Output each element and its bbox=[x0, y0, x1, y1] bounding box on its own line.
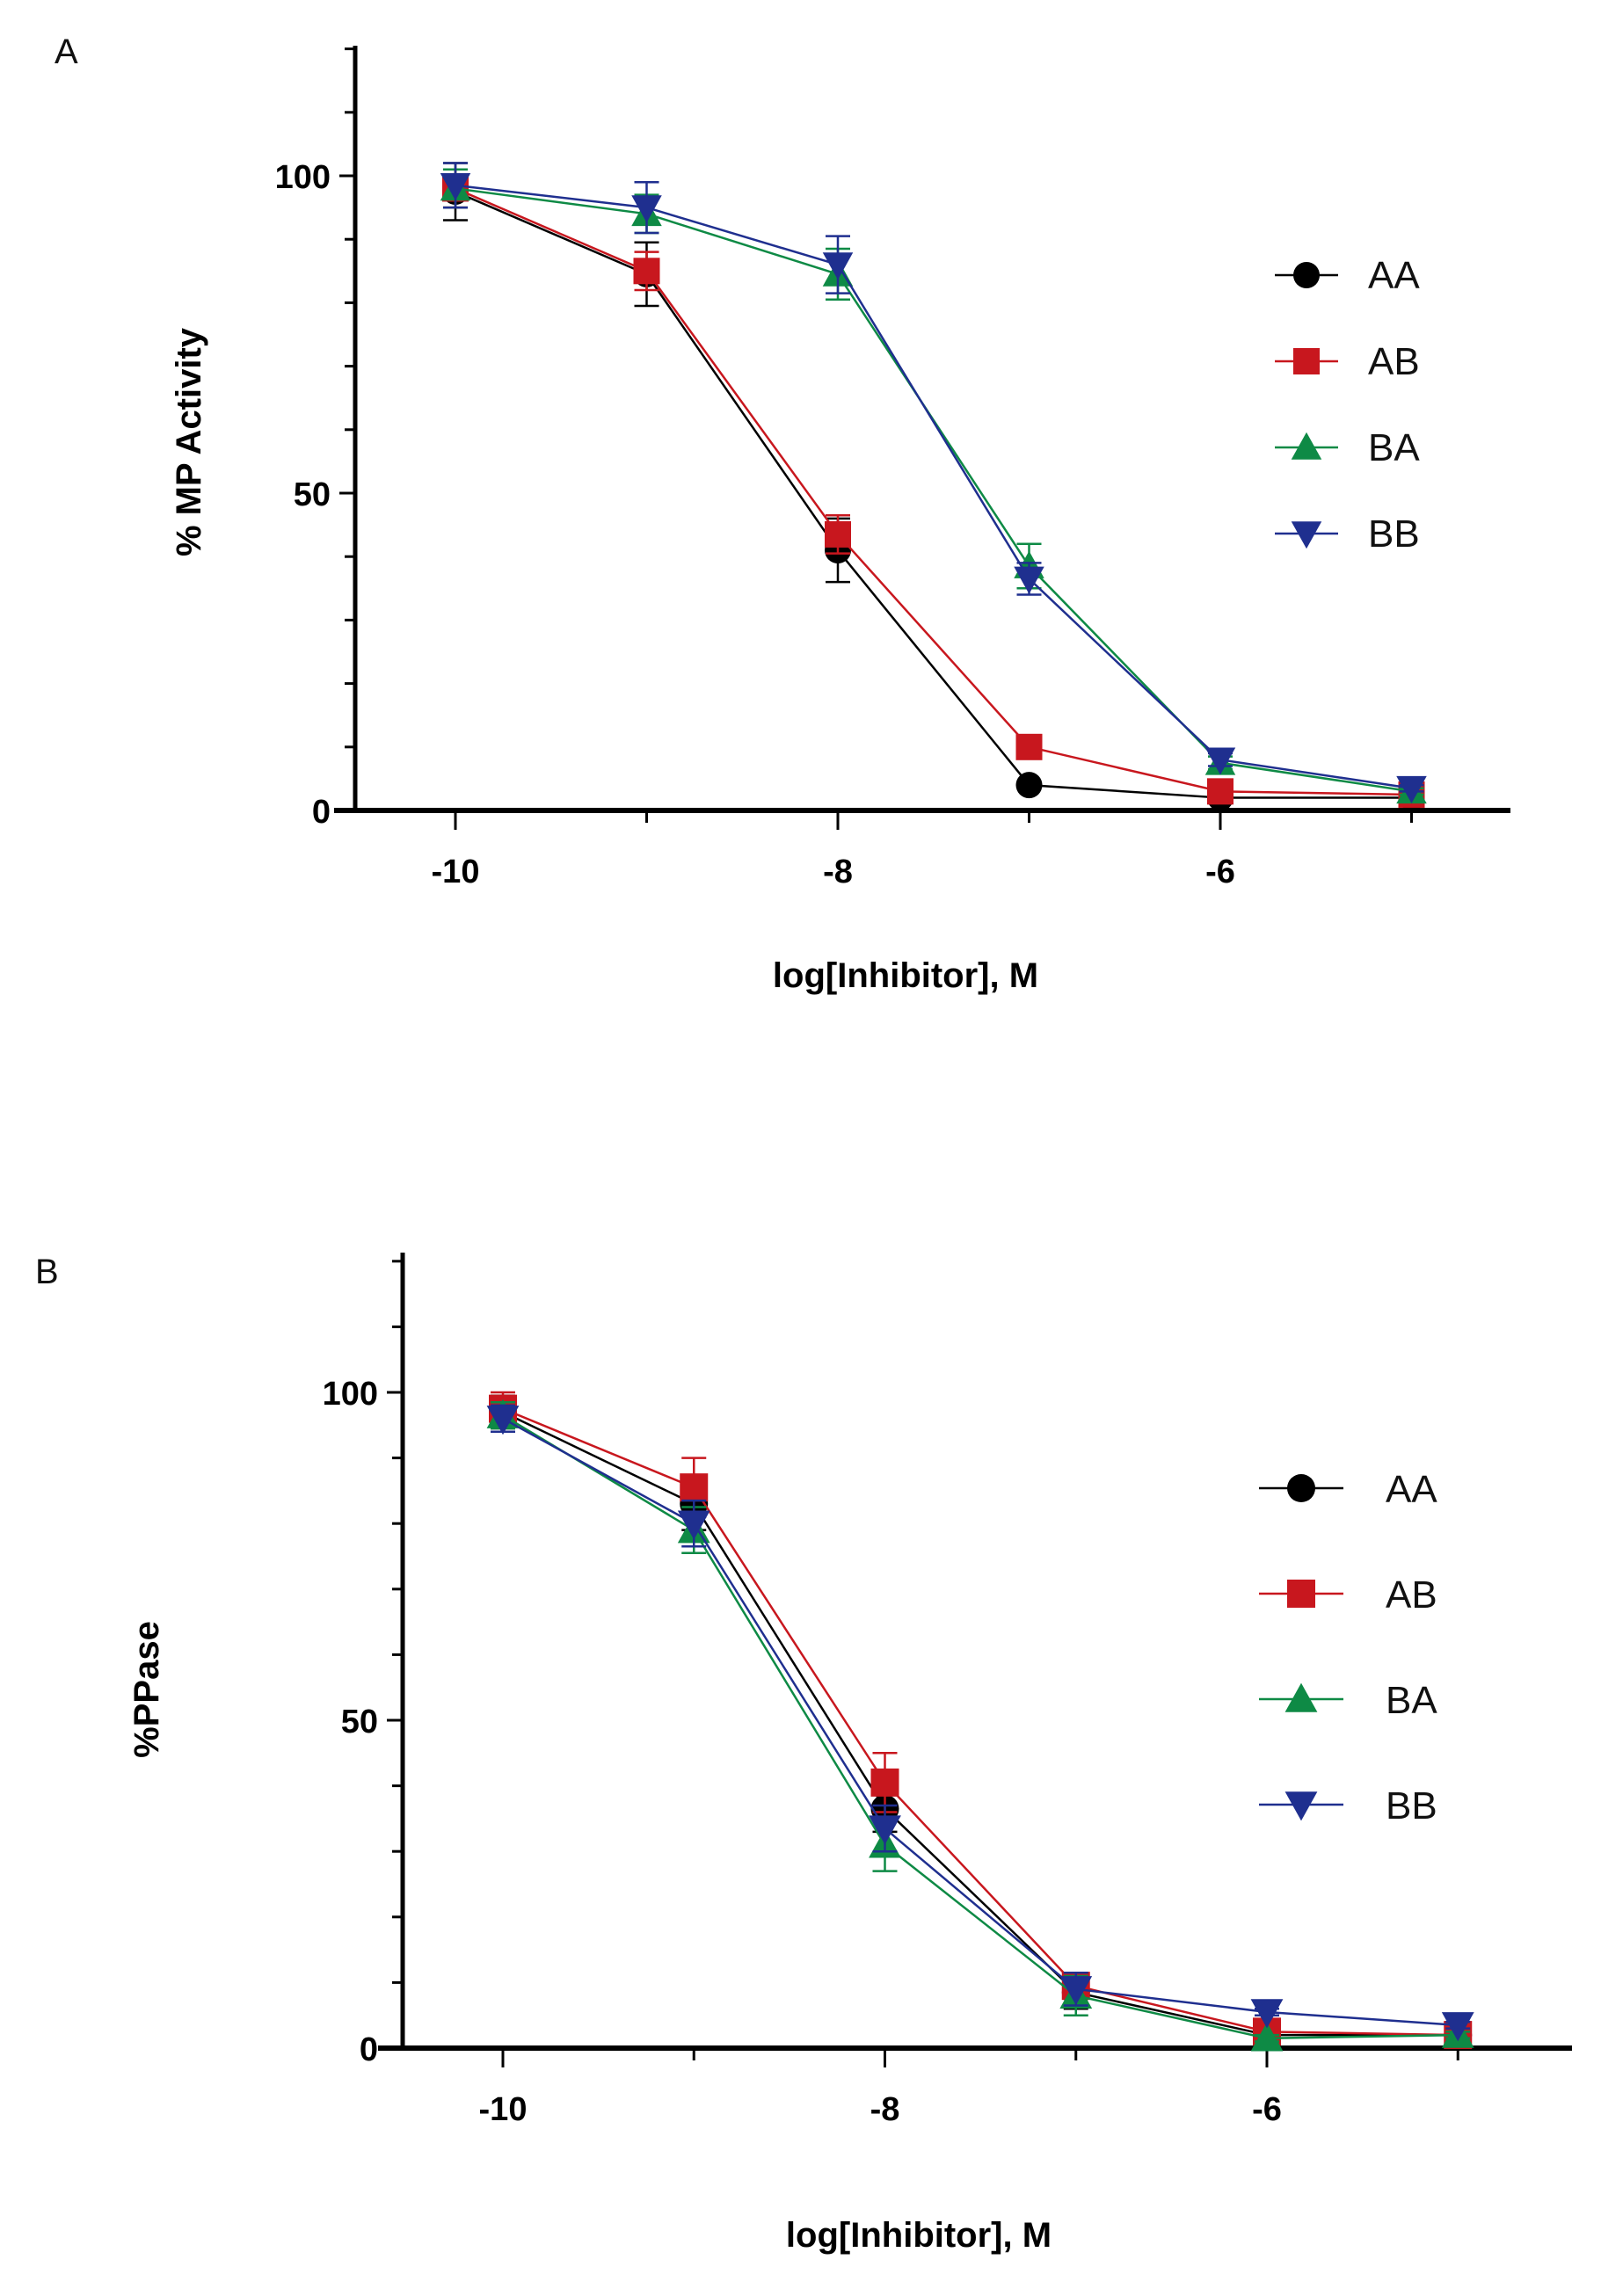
y-tick-label: 100 bbox=[275, 159, 331, 196]
legend-item-ba: BA bbox=[1259, 1679, 1437, 1722]
y-tick-label: 0 bbox=[360, 2031, 378, 2068]
legend-marker-shape bbox=[1293, 348, 1320, 374]
legend-item-ba: BA bbox=[1275, 426, 1420, 469]
plot-area-b: 0 50 100 -10 -8 -6 bbox=[323, 1253, 1572, 2128]
legend-label-ab: AB bbox=[1368, 340, 1420, 383]
y-tick-label: 0 bbox=[312, 794, 331, 831]
x-tick-label: -6 bbox=[1252, 2091, 1282, 2128]
series-line bbox=[455, 187, 1412, 793]
legend-marker-shape bbox=[1293, 262, 1320, 288]
y-axis-title-b: %PPase bbox=[127, 1621, 166, 1758]
legend-marker-aa bbox=[1293, 262, 1320, 288]
series-ba bbox=[440, 168, 1427, 804]
series-line bbox=[455, 190, 1412, 799]
legend-marker-ba bbox=[1291, 432, 1322, 460]
data-point bbox=[1250, 1999, 1284, 2029]
legend-label-bb: BB bbox=[1368, 512, 1420, 556]
legend-item-bb: BB bbox=[1275, 512, 1420, 556]
legend-marker-aa bbox=[1287, 1474, 1315, 1502]
panel-label-a: A bbox=[55, 33, 78, 71]
legend-label-bb: BB bbox=[1386, 1784, 1437, 1827]
y-tick-label: 50 bbox=[294, 476, 331, 513]
data-point bbox=[1207, 778, 1233, 805]
series-line bbox=[502, 1411, 1459, 2037]
data-point bbox=[1441, 2012, 1474, 2042]
series-ba bbox=[486, 1399, 1474, 2052]
series-aa bbox=[489, 1394, 1473, 2050]
data-point bbox=[870, 1768, 899, 1797]
legend-marker-bb bbox=[1291, 521, 1322, 549]
chart-panel-b: B 0 50 100 -10 -8 -6 %PPase log[Inhibitor], M… bbox=[35, 1253, 1572, 2255]
plot-area-a: 0 50 100 -10 -8 -6 bbox=[275, 46, 1510, 890]
data-point bbox=[486, 1406, 520, 1435]
legend-marker-ab bbox=[1293, 348, 1320, 374]
legend-label-aa: AA bbox=[1386, 1468, 1437, 1511]
legend-marker-bb bbox=[1284, 1791, 1318, 1821]
legend-marker-ab bbox=[1287, 1580, 1315, 1608]
x-tick-label: -10 bbox=[432, 854, 480, 890]
series-bb bbox=[440, 162, 1427, 803]
x-tick-label: -8 bbox=[870, 2091, 900, 2128]
data-point bbox=[825, 520, 851, 548]
data-point bbox=[1015, 772, 1043, 799]
x-tick-label: -6 bbox=[1205, 854, 1235, 890]
legend-a: AA AB BA BB bbox=[1275, 254, 1420, 556]
legend-label-ab: AB bbox=[1386, 1573, 1437, 1617]
data-point bbox=[1015, 733, 1043, 760]
legend-marker-shape bbox=[1284, 1791, 1318, 1821]
series-bb bbox=[486, 1404, 1474, 2042]
data-point bbox=[680, 1473, 709, 1502]
legend-marker-shape bbox=[1284, 1682, 1318, 1712]
y-axis-title-a: % MP Activity bbox=[170, 327, 208, 556]
x-tick-label: -8 bbox=[823, 854, 853, 890]
series-line bbox=[502, 1407, 1459, 2037]
legend-label-ba: BA bbox=[1386, 1679, 1437, 1722]
legend-marker-shape bbox=[1291, 521, 1322, 549]
chart-panel-a: A 0 50 100 -10 -8 -6 % MP Activity log[Inhibi… bbox=[55, 33, 1510, 995]
legend-marker-shape bbox=[1287, 1474, 1315, 1502]
legend-label-aa: AA bbox=[1368, 254, 1420, 297]
legend-item-aa: AA bbox=[1275, 254, 1420, 297]
data-point bbox=[1396, 775, 1427, 803]
data-point bbox=[1059, 1976, 1093, 2006]
series-ab bbox=[442, 168, 1425, 808]
series-line bbox=[455, 184, 1412, 789]
data-point bbox=[869, 1815, 901, 1845]
legend-item-ab: AB bbox=[1275, 340, 1420, 383]
x-axis-title-a: log[Inhibitor], M bbox=[773, 956, 1038, 995]
data-point bbox=[440, 173, 471, 201]
legend-marker-shape bbox=[1291, 432, 1322, 460]
data-point bbox=[633, 258, 660, 285]
legend-item-ab: AB bbox=[1259, 1573, 1437, 1617]
panel-label-b: B bbox=[35, 1253, 59, 1291]
data-point bbox=[677, 1510, 710, 1540]
data-point bbox=[822, 252, 854, 280]
x-tick-label: -10 bbox=[479, 2091, 528, 2128]
data-point bbox=[631, 195, 662, 223]
legend-b: AA AB BA BB bbox=[1259, 1468, 1437, 1827]
data-point bbox=[1014, 566, 1044, 594]
legend-marker-shape bbox=[1287, 1580, 1315, 1608]
data-point bbox=[1250, 2022, 1284, 2052]
x-axis-title-b: log[Inhibitor], M bbox=[786, 2216, 1052, 2255]
y-tick-label: 100 bbox=[323, 1376, 378, 1413]
legend-marker-ba bbox=[1284, 1682, 1318, 1712]
series-line bbox=[502, 1414, 1459, 2040]
legend-label-ba: BA bbox=[1368, 426, 1420, 469]
legend-item-aa: AA bbox=[1259, 1468, 1437, 1511]
series-line bbox=[502, 1417, 1459, 2027]
series-line bbox=[455, 187, 1412, 796]
data-point bbox=[1204, 747, 1236, 775]
series-aa bbox=[442, 162, 1425, 811]
y-tick-label: 50 bbox=[341, 1704, 378, 1740]
legend-item-bb: BB bbox=[1259, 1784, 1437, 1827]
